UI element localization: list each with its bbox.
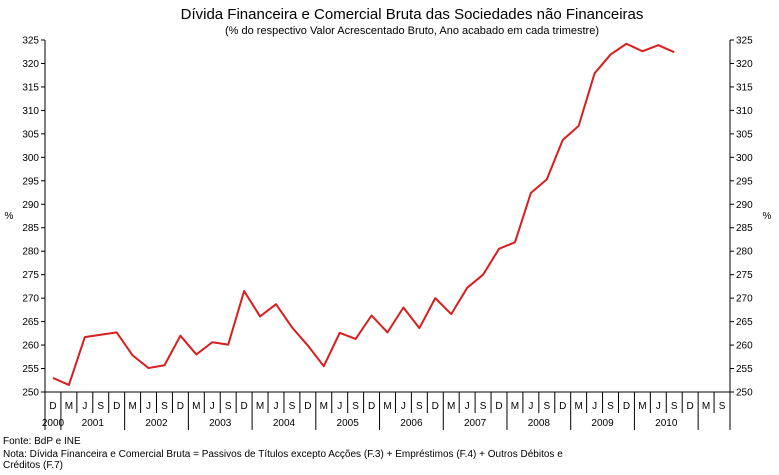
y-tick-label-right: 285 [736, 223, 753, 234]
x-year-label: 2007 [464, 418, 487, 429]
y-tick-label-left: 285 [22, 223, 39, 234]
y-tick-label-left: 270 [22, 294, 39, 305]
x-quarter-label: S [289, 401, 296, 412]
x-year-label: 2001 [82, 418, 105, 429]
y-tick-label-right: 270 [736, 294, 753, 305]
y-tick-label-left: 280 [22, 247, 39, 258]
y-tick-label-right: 290 [736, 200, 753, 211]
y-tick-label-left: 305 [22, 129, 39, 140]
x-quarter-label: S [480, 401, 487, 412]
x-year-label: 2002 [145, 418, 168, 429]
x-quarter-label: M [638, 401, 646, 412]
y-tick-label-left: 275 [22, 270, 39, 281]
y-tick-label-left: 290 [22, 200, 39, 211]
chart-title: Dívida Financeira e Comercial Bruta das … [181, 6, 644, 23]
x-quarter-label: S [225, 401, 232, 412]
x-quarter-label: D [368, 401, 375, 412]
y-tick-label-right: 300 [736, 153, 753, 164]
y-tick-label-right: 295 [736, 176, 753, 187]
x-quarter-label: J [465, 401, 470, 412]
y-tick-label-left: 260 [22, 341, 39, 352]
x-year-label: 2010 [655, 418, 678, 429]
y-tick-label-right: 315 [736, 82, 753, 93]
y-tick-label-right: 320 [736, 59, 753, 70]
y-tick-label-left: 315 [22, 82, 39, 93]
y-tick-label-right: 325 [736, 36, 753, 47]
y-tick-label-right: 265 [736, 317, 753, 328]
x-year-label: 2000 [42, 418, 65, 429]
x-quarter-label: D [559, 401, 566, 412]
x-quarter-label: S [352, 401, 359, 412]
x-year-label: 2003 [209, 418, 232, 429]
x-quarter-label: D [495, 401, 502, 412]
x-quarter-label: D [687, 401, 694, 412]
x-quarter-label: J [337, 401, 342, 412]
y-tick-label-right: 275 [736, 270, 753, 281]
x-quarter-label: J [656, 401, 661, 412]
y-tick-label-right: 250 [736, 388, 753, 399]
y-tick-label-left: 250 [22, 388, 39, 399]
y-tick-label-left: 255 [22, 364, 39, 375]
y-tick-label-left: 310 [22, 106, 39, 117]
x-quarter-label: M [320, 401, 328, 412]
y-tick-label-left: 320 [22, 59, 39, 70]
source-note: Fonte: BdP e INE [3, 436, 81, 447]
x-quarter-label: M [128, 401, 136, 412]
x-quarter-label: M [511, 401, 519, 412]
x-quarter-label: S [161, 401, 168, 412]
x-quarter-label: D [177, 401, 184, 412]
x-quarter-label: S [97, 401, 104, 412]
x-quarter-label: M [383, 401, 391, 412]
x-quarter-label: S [607, 401, 614, 412]
x-quarter-label: S [671, 401, 678, 412]
x-quarter-label: M [447, 401, 455, 412]
y-tick-label-right: 255 [736, 364, 753, 375]
x-quarter-label: J [82, 401, 87, 412]
x-quarter-label: M [256, 401, 264, 412]
x-year-label: 2004 [273, 418, 296, 429]
y-axis-label-right: % [763, 211, 772, 222]
y-tick-label-right: 305 [736, 129, 753, 140]
x-quarter-label: M [702, 401, 710, 412]
axes [44, 40, 731, 430]
chart-subtitle: (% do respectivo Valor Acrescentado Brut… [225, 25, 599, 37]
x-quarter-label: D [241, 401, 248, 412]
y-tick-label-left: 295 [22, 176, 39, 187]
x-quarter-label: D [113, 401, 120, 412]
y-axis-label-left: % [5, 211, 14, 222]
y-tick-label-left: 325 [22, 36, 39, 47]
x-year-label: 2009 [591, 418, 614, 429]
series-line [52, 42, 675, 386]
x-quarter-label: S [543, 401, 550, 412]
x-year-label: 2005 [337, 418, 360, 429]
y-tick-label-right: 280 [736, 247, 753, 258]
x-quarter-label: M [574, 401, 582, 412]
x-quarter-label: J [146, 401, 151, 412]
x-year-label: 2008 [528, 418, 551, 429]
definition-note-line2: Créditos (F.7) [3, 460, 64, 471]
x-quarter-label: J [401, 401, 406, 412]
x-quarter-label: M [65, 401, 73, 412]
x-quarter-label: J [273, 401, 278, 412]
x-quarter-label: S [416, 401, 423, 412]
x-quarter-label: M [192, 401, 200, 412]
x-quarter-label: D [304, 401, 311, 412]
x-quarter-label: J [528, 401, 533, 412]
x-quarter-label: J [592, 401, 597, 412]
x-quarter-label: D [49, 401, 56, 412]
x-quarter-label: D [432, 401, 439, 412]
y-ticks: 250 250 255 255 260 260 265 265 270 270 275 275 280 2… [22, 36, 753, 399]
y-tick-label-left: 265 [22, 317, 39, 328]
series-layer [52, 42, 675, 386]
x-quarter-label: J [210, 401, 215, 412]
y-tick-label-right: 310 [736, 106, 753, 117]
x-year-label: 2006 [400, 418, 423, 429]
y-tick-label-right: 260 [736, 341, 753, 352]
y-tick-label-left: 300 [22, 153, 39, 164]
definition-note-line1: Nota: Dívida Financeira e Comercial Brut… [3, 449, 563, 460]
x-quarter-label: S [719, 401, 726, 412]
x-quarter-label: D [623, 401, 630, 412]
